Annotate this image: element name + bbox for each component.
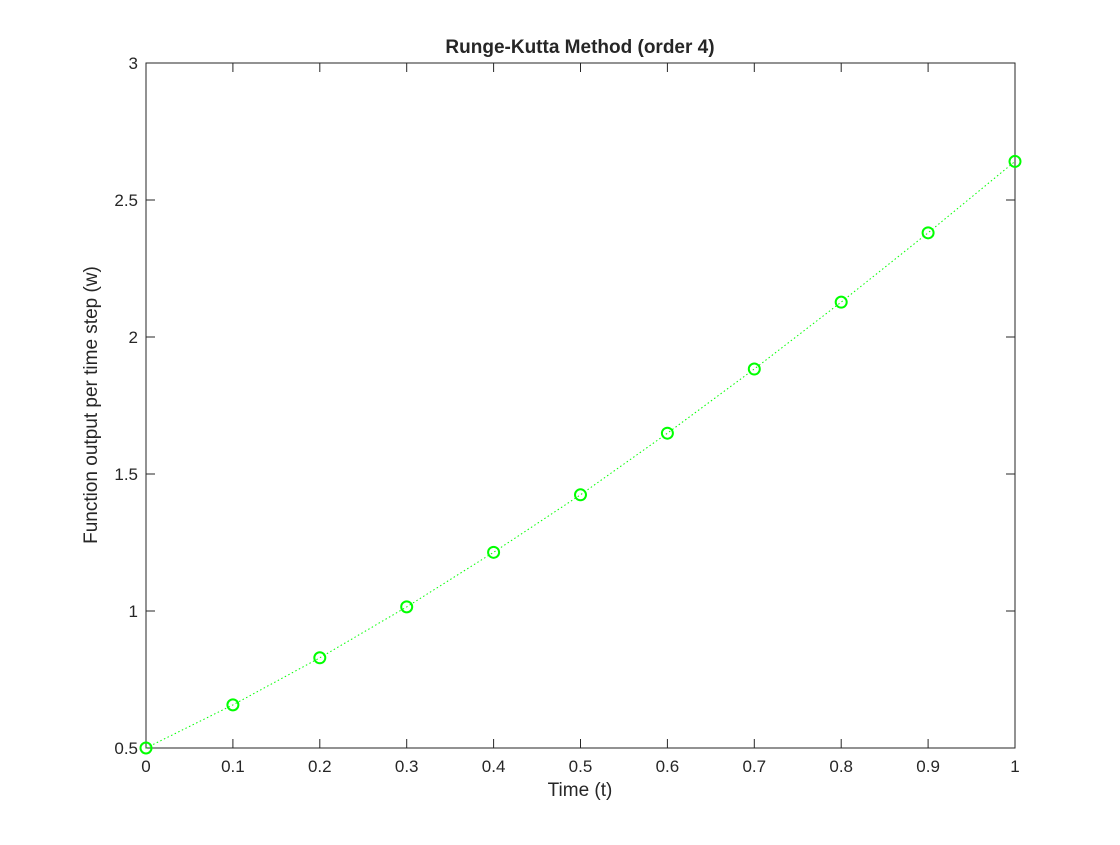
- data-point-marker: [834, 295, 848, 309]
- x-tick-label: 0.6: [656, 757, 680, 776]
- series-line: [145, 161, 1016, 749]
- data-point-marker: [400, 600, 414, 614]
- data-point-marker: [921, 226, 935, 240]
- x-axis-label: Time (t): [548, 780, 613, 801]
- data-point-marker: [313, 651, 327, 665]
- x-tick-label: 0.9: [916, 757, 940, 776]
- axis-ticks: [145, 62, 1016, 749]
- x-tick-label: 1: [1010, 757, 1019, 776]
- x-tick-label: 0.8: [829, 757, 853, 776]
- data-point-marker: [226, 698, 240, 712]
- x-tick-label: 0.5: [569, 757, 593, 776]
- x-tick-label: 0.4: [482, 757, 506, 776]
- y-tick-label: 1.5: [114, 465, 138, 484]
- x-tick-label: 0.1: [221, 757, 245, 776]
- x-tick-labels: 0 0.1 0.2 0.3 0.4 0.5 0.6 0.7 0.8 0.9 1: [141, 757, 1019, 776]
- y-tick-label: 3: [129, 54, 138, 73]
- series-lines: [145, 161, 1016, 749]
- data-point-marker: [487, 545, 501, 559]
- data-point-marker: [1008, 154, 1022, 168]
- y-tick-label: 1: [129, 602, 138, 621]
- series-markers: [139, 154, 1022, 755]
- y-tick-label: 2: [129, 328, 138, 347]
- data-point-marker: [574, 488, 587, 502]
- x-tick-label: 0.3: [395, 757, 419, 776]
- data-point-marker: [747, 362, 761, 376]
- y-tick-label: 0.5: [114, 739, 138, 758]
- plot-area: [145, 62, 1016, 749]
- chart-title: Runge-Kutta Method (order 4): [445, 37, 714, 58]
- data-point-marker: [660, 426, 674, 440]
- y-axis-label: Function output per time step (w): [81, 266, 102, 544]
- x-tick-label: 0.7: [742, 757, 766, 776]
- y-tick-labels: 0.5 1 1.5 2 2.5 3: [114, 54, 138, 758]
- data-point-marker: [139, 741, 153, 755]
- x-tick-label: 0.2: [308, 757, 332, 776]
- x-tick-label: 0: [141, 757, 150, 776]
- y-tick-label: 2.5: [114, 191, 138, 210]
